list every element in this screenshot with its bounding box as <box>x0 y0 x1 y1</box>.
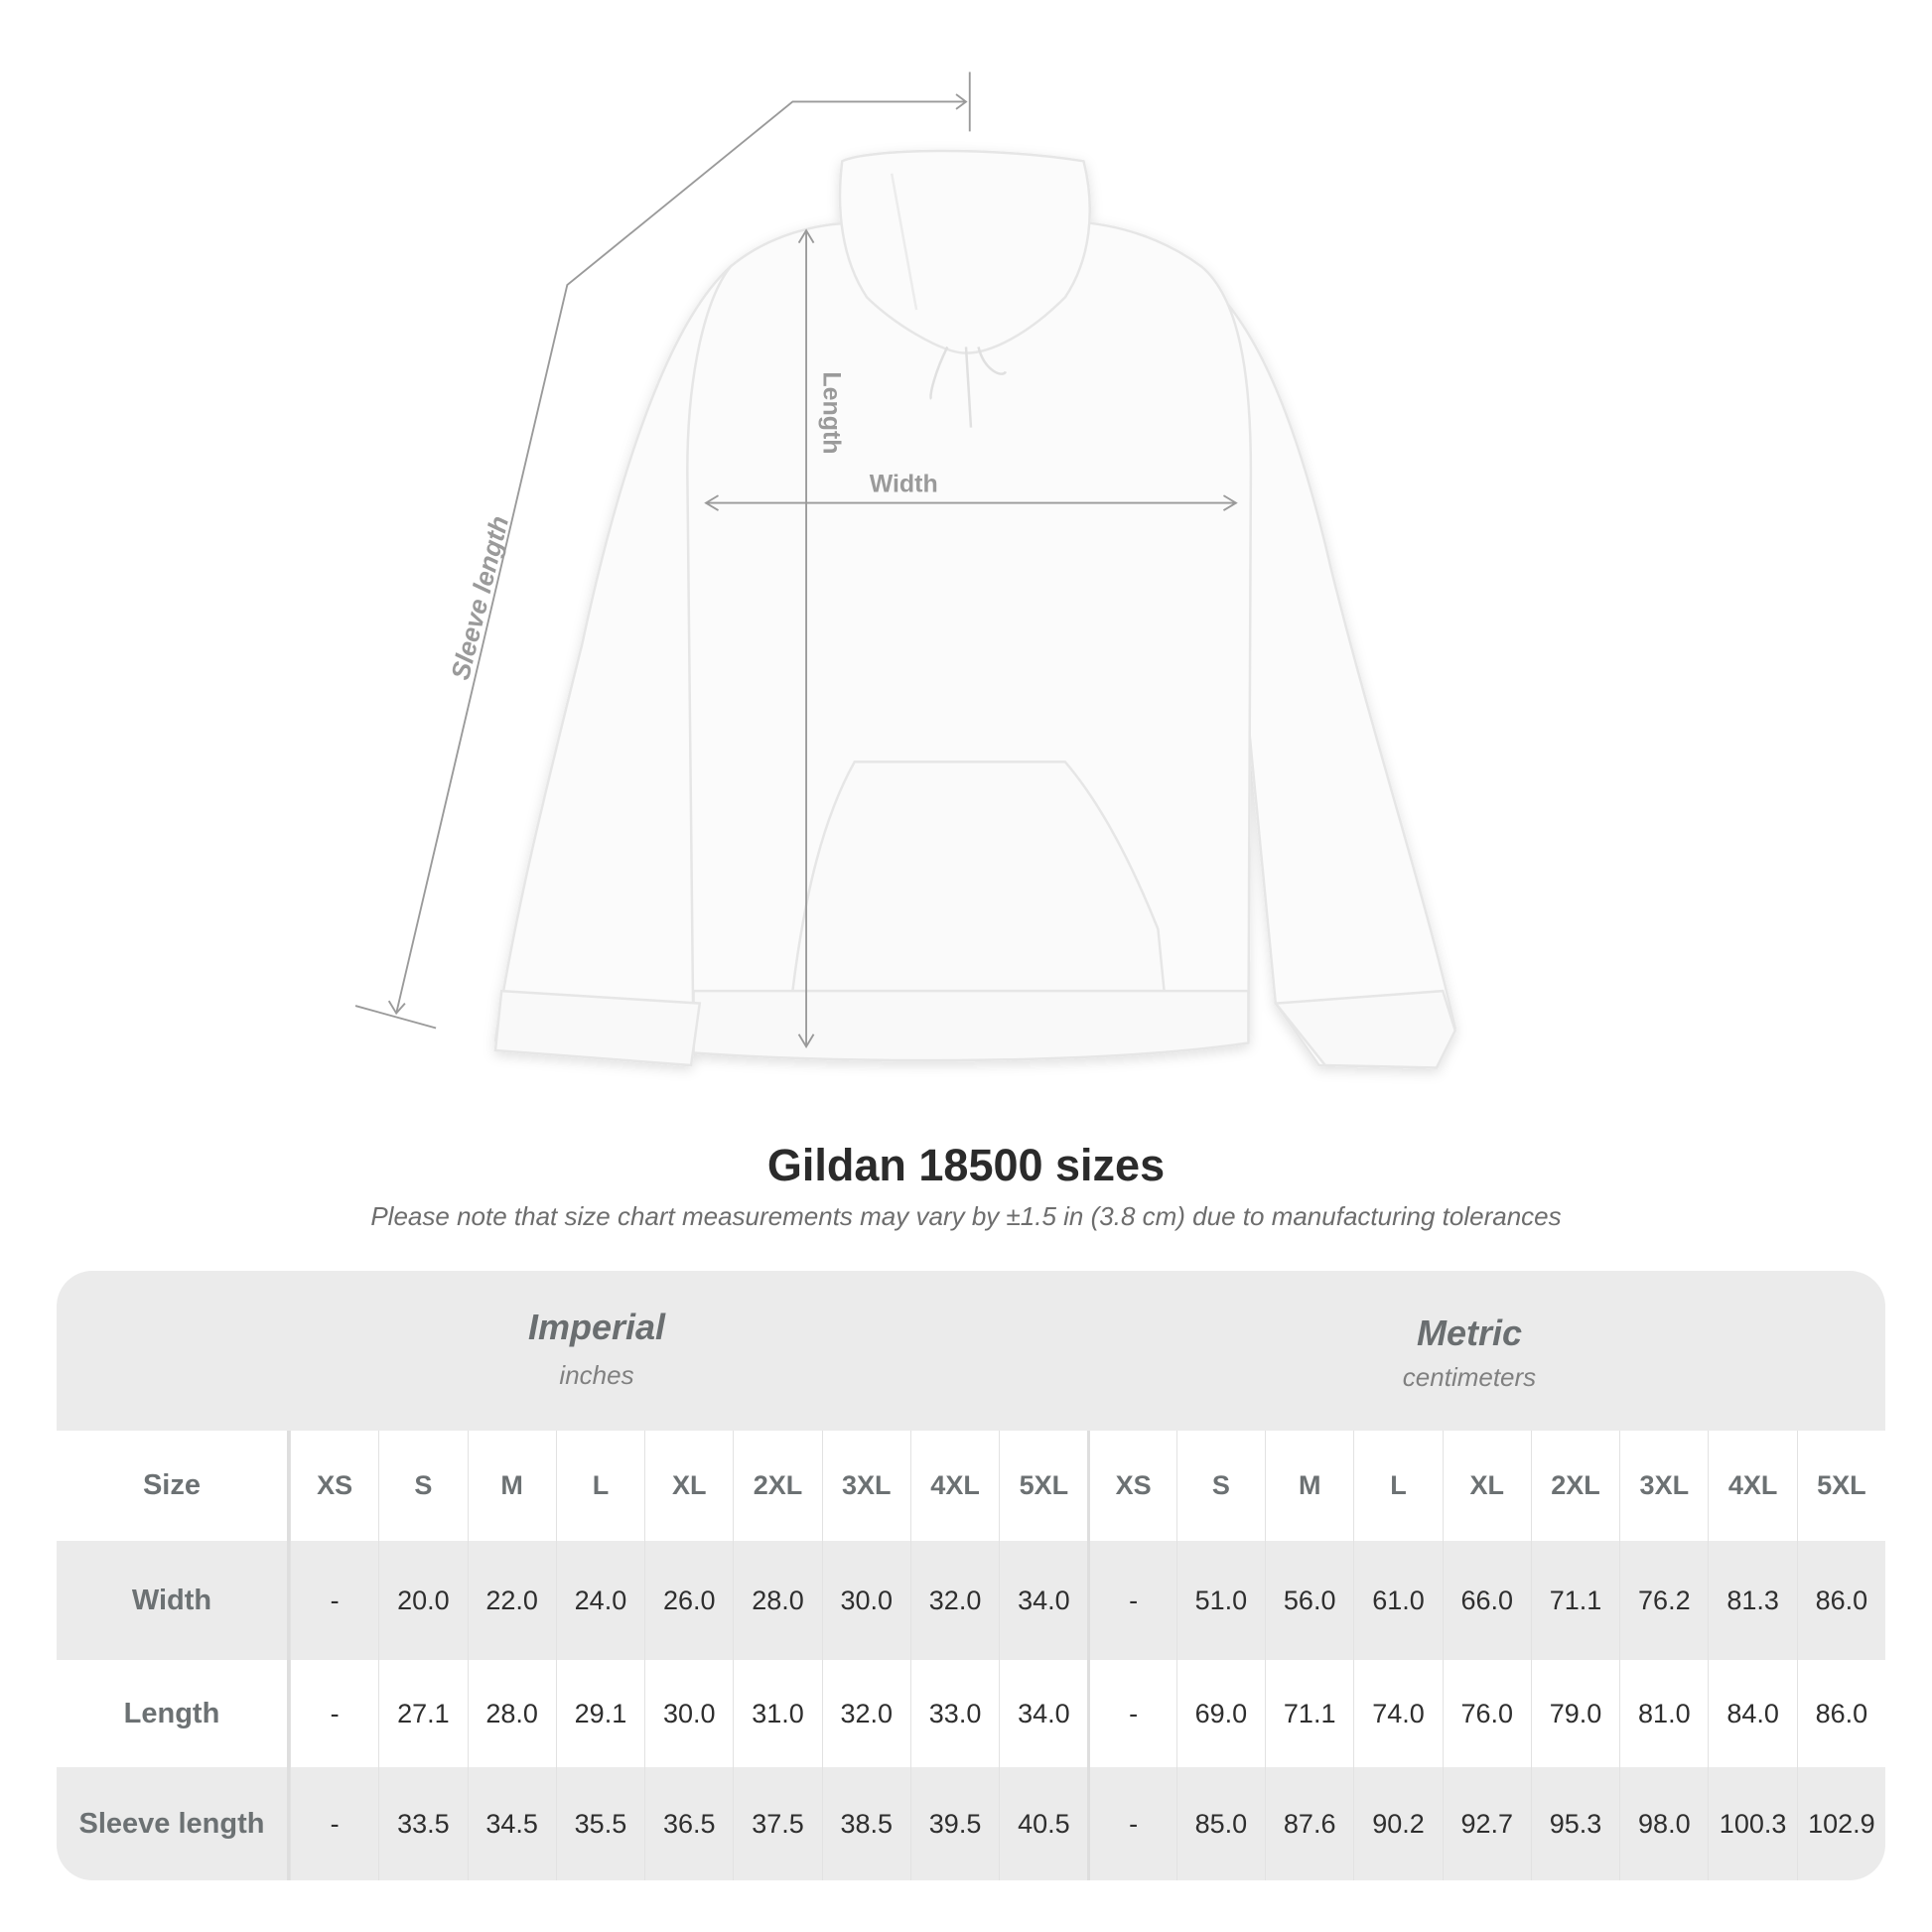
table-row: Width -20.0 22.0 24.0 26.0 28.0 30.0 32.0 34.0-5… <box>57 1541 1885 1660</box>
size-header-cell: 3XL <box>1619 1431 1708 1541</box>
metric-header: Metric centimeters <box>1271 1312 1668 1393</box>
imperial-value-cell: - <box>289 1541 378 1660</box>
imperial-value-cell: 34.0 <box>999 1541 1087 1660</box>
tolerance-note: Please note that size chart measurements… <box>370 1201 1562 1231</box>
metric-value-cell: - <box>1087 1660 1175 1767</box>
row-label: Length <box>57 1660 290 1767</box>
sleeve-length-label: Sleeve length <box>445 513 514 683</box>
metric-value-cell: 87.6 <box>1265 1767 1353 1880</box>
imperial-value-cell: - <box>289 1767 378 1880</box>
imperial-value-cell: 32.0 <box>821 1660 910 1767</box>
imperial-value-cell: 35.5 <box>555 1767 644 1880</box>
metric-value-cell: - <box>1087 1541 1175 1660</box>
metric-value-cell: 51.0 <box>1175 1541 1265 1660</box>
metric-value-cell: 92.7 <box>1442 1767 1531 1880</box>
size-header-row: Size XS S M L XL 2XL 3XL 4XL 5XL XS S M L XL 2XL 3XL 4XL 5… <box>57 1431 1885 1541</box>
size-header-cell: XS <box>1087 1431 1175 1541</box>
imperial-value-cell: 24.0 <box>555 1541 644 1660</box>
hoodie-illustration <box>493 149 1457 1069</box>
metric-value-cell: 69.0 <box>1175 1660 1265 1767</box>
imperial-value-cell: 30.0 <box>821 1541 910 1660</box>
imperial-value-cell: 27.1 <box>378 1660 467 1767</box>
metric-title: Metric <box>1416 1312 1523 1353</box>
metric-value-cell: 71.1 <box>1530 1541 1619 1660</box>
imperial-value-cell: 32.0 <box>909 1541 999 1660</box>
metric-value-cell: 61.0 <box>1353 1541 1442 1660</box>
metric-value-cell: 81.0 <box>1619 1660 1708 1767</box>
metric-value-cell: 98.0 <box>1619 1767 1708 1880</box>
imperial-value-cell: 36.5 <box>644 1767 733 1880</box>
imperial-value-cell: 38.5 <box>821 1767 910 1880</box>
imperial-value-cell: 37.5 <box>733 1767 821 1880</box>
metric-value-cell: 100.3 <box>1708 1767 1796 1880</box>
size-header-cell: L <box>1353 1431 1442 1541</box>
size-header-cell: M <box>467 1431 556 1541</box>
row-label: Width <box>57 1541 290 1660</box>
imperial-value-cell: 33.0 <box>909 1660 999 1767</box>
metric-value-cell: 66.0 <box>1442 1541 1531 1660</box>
metric-value-cell: 102.9 <box>1796 1767 1885 1880</box>
imperial-value-cell: 22.0 <box>467 1541 556 1660</box>
metric-value-cell: 76.2 <box>1619 1541 1708 1660</box>
size-header-cell: 3XL <box>821 1431 910 1541</box>
size-header-cell: XL <box>644 1431 733 1541</box>
metric-value-cell: 76.0 <box>1442 1660 1531 1767</box>
metric-unit: centimeters <box>1402 1362 1537 1392</box>
metric-value-cell: 86.0 <box>1796 1660 1885 1767</box>
metric-value-cell: 71.1 <box>1265 1660 1353 1767</box>
imperial-value-cell: - <box>289 1660 378 1767</box>
imperial-unit: inches <box>559 1360 634 1390</box>
imperial-value-cell: 26.0 <box>644 1541 733 1660</box>
size-header-cell: 2XL <box>1530 1431 1619 1541</box>
imperial-value-cell: 33.5 <box>378 1767 467 1880</box>
metric-value-cell: 74.0 <box>1353 1660 1442 1767</box>
width-label: Width <box>870 470 938 497</box>
row-label: Sleeve length <box>57 1767 290 1880</box>
imperial-value-cell: 31.0 <box>733 1660 821 1767</box>
size-header-label: Size <box>57 1431 290 1541</box>
imperial-value-cell: 40.5 <box>999 1767 1087 1880</box>
size-header-cell: 4XL <box>1708 1431 1796 1541</box>
imperial-header: Imperial inches <box>398 1307 795 1391</box>
imperial-value-cell: 39.5 <box>909 1767 999 1880</box>
size-header-cell: XL <box>1442 1431 1531 1541</box>
metric-value-cell: 86.0 <box>1796 1541 1885 1660</box>
metric-value-cell: 95.3 <box>1530 1767 1619 1880</box>
size-header-cell: 2XL <box>733 1431 821 1541</box>
metric-value-cell: 79.0 <box>1530 1660 1619 1767</box>
size-header-cell: 4XL <box>909 1431 999 1541</box>
size-header-cell: 5XL <box>999 1431 1087 1541</box>
metric-value-cell: 81.3 <box>1708 1541 1796 1660</box>
imperial-value-cell: 29.1 <box>555 1660 644 1767</box>
imperial-value-cell: 28.0 <box>733 1541 821 1660</box>
size-header-cell: S <box>1175 1431 1265 1541</box>
size-header-cell: S <box>378 1431 467 1541</box>
hoodie-diagram: Sleeve length Length Width <box>354 71 1457 1069</box>
size-header-cell: XS <box>289 1431 378 1541</box>
metric-value-cell: 84.0 <box>1708 1660 1796 1767</box>
metric-value-cell: 56.0 <box>1265 1541 1353 1660</box>
measurement-lines <box>354 71 1238 1049</box>
size-header-cell: 5XL <box>1796 1431 1885 1541</box>
imperial-value-cell: 34.5 <box>467 1767 556 1880</box>
imperial-value-cell: 28.0 <box>467 1660 556 1767</box>
size-header-cell: M <box>1265 1431 1353 1541</box>
size-header-cell: L <box>555 1431 644 1541</box>
table-row: Sleeve length -33.5 34.5 35.5 36.5 37.5 38.5 39… <box>57 1767 1885 1880</box>
unit-header-band: Imperial inches Metric centimeters <box>57 1271 1885 1431</box>
size-chart-table: Imperial inches Metric centimeters Size X… <box>57 1271 1885 1880</box>
imperial-value-cell: 30.0 <box>644 1660 733 1767</box>
metric-value-cell: 90.2 <box>1353 1767 1442 1880</box>
metric-value-cell: 85.0 <box>1175 1767 1265 1880</box>
table-row: Length -27.1 28.0 29.1 30.0 31.0 32.0 33.0 34.0-… <box>57 1660 1885 1767</box>
length-label: Length <box>818 371 846 454</box>
imperial-title: Imperial <box>527 1307 666 1347</box>
metric-value-cell: - <box>1087 1767 1175 1880</box>
page-title: Gildan 18500 sizes <box>766 1140 1166 1190</box>
imperial-value-cell: 20.0 <box>378 1541 467 1660</box>
imperial-value-cell: 34.0 <box>999 1660 1087 1767</box>
